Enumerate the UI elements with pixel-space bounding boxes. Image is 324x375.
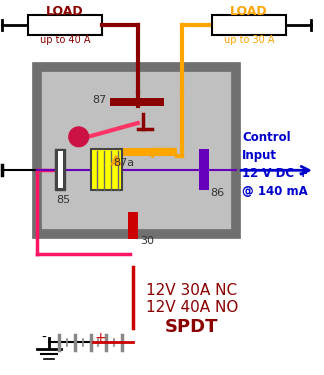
Bar [37,67,236,234]
Text: -: - [41,331,46,345]
Text: up to 40 A: up to 40 A [40,34,90,45]
Text: 87a: 87a [113,159,134,168]
Bar [58,151,63,188]
Circle shape [69,127,88,147]
Bar [212,15,286,34]
Text: 87: 87 [92,94,106,105]
Bar [90,148,122,190]
Bar [55,148,65,190]
Bar [199,148,209,190]
Bar [110,99,164,106]
Bar [110,148,177,156]
Text: 86: 86 [211,188,225,198]
Text: +: + [94,331,106,345]
Bar [28,15,102,34]
Text: LOAD: LOAD [46,5,84,18]
Text: SPDT: SPDT [165,318,219,336]
Text: 12V 40A NO: 12V 40A NO [146,300,238,315]
Text: 12V 30A NC: 12V 30A NC [146,284,237,298]
Bar [128,211,138,239]
Text: LOAD: LOAD [230,5,268,18]
Text: 85: 85 [56,195,70,205]
Text: Control
Input
12 V DC +
@ 140 mA: Control Input 12 V DC + @ 140 mA [242,131,308,198]
Text: 30: 30 [141,236,155,246]
Text: up to 30 A: up to 30 A [224,34,274,45]
